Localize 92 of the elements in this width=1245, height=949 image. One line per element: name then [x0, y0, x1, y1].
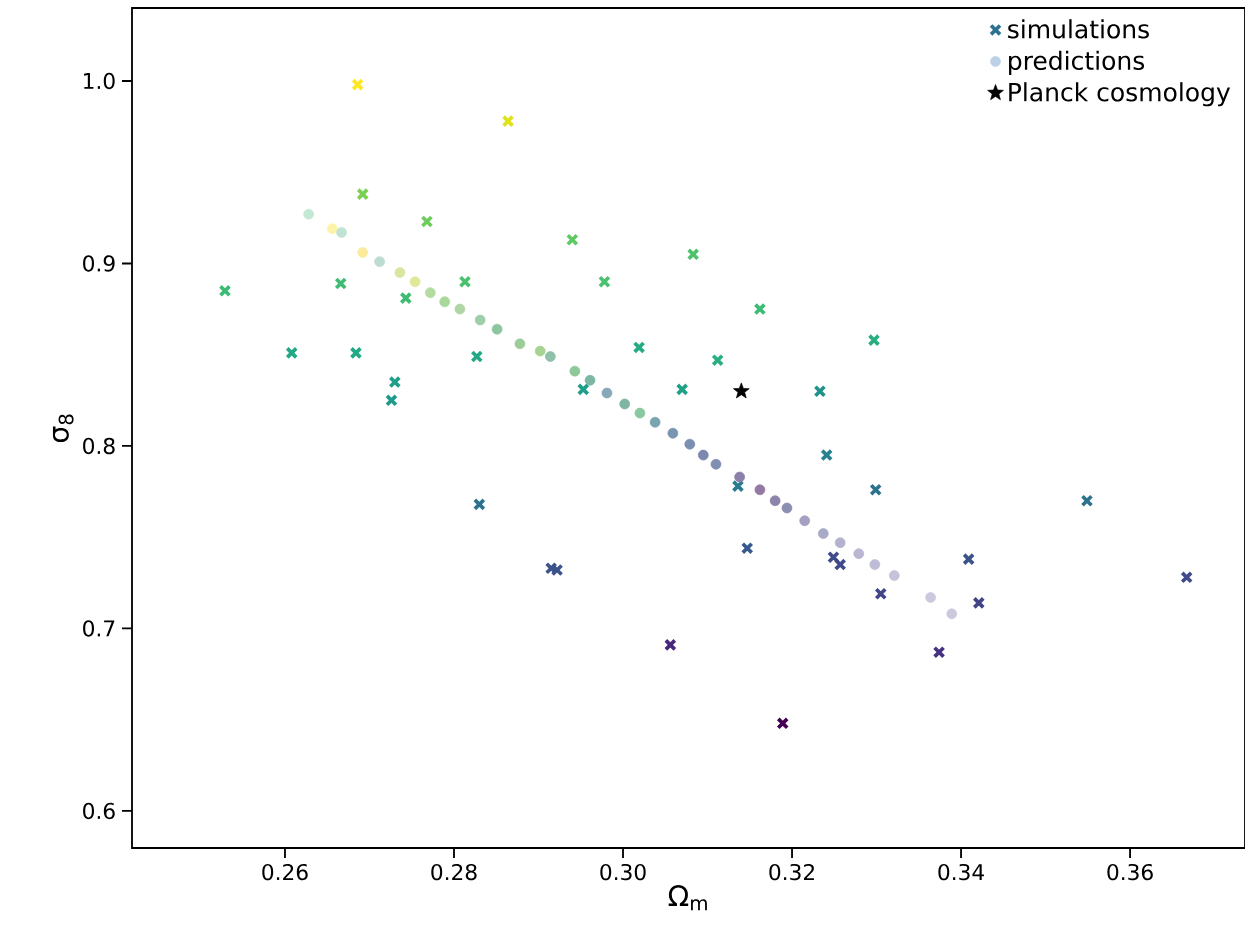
- point: [710, 458, 722, 470]
- point: [776, 717, 790, 730]
- x-tick-label: 0.32: [769, 863, 814, 881]
- point: [454, 303, 466, 315]
- point: [534, 345, 546, 357]
- point: [684, 438, 696, 450]
- point: [946, 608, 958, 620]
- point: [781, 502, 793, 514]
- point: [388, 375, 402, 389]
- point: [754, 484, 766, 496]
- point: [501, 114, 515, 128]
- point: [351, 78, 364, 91]
- point: [667, 427, 679, 439]
- point: [753, 302, 767, 316]
- point: [326, 223, 338, 235]
- point: [888, 570, 900, 581]
- point: [458, 275, 472, 289]
- y-tick-label: 0.6: [83, 802, 115, 820]
- point: [632, 341, 646, 354]
- point: [336, 227, 347, 238]
- x-tick-label: 0.34: [938, 863, 984, 881]
- point: [569, 365, 581, 377]
- point: [1180, 571, 1194, 584]
- point: [827, 550, 840, 564]
- legend-label: Planck cosmology: [1009, 82, 1231, 107]
- point: [424, 287, 436, 298]
- legend-label: predictions: [1009, 50, 1145, 75]
- point: [544, 351, 556, 362]
- point: [874, 587, 888, 601]
- y-tick-label: 0.8: [83, 437, 115, 455]
- point: [820, 448, 833, 462]
- point: [470, 350, 484, 363]
- point: [740, 541, 754, 555]
- point: [619, 398, 631, 410]
- point: [399, 291, 413, 305]
- point: [734, 471, 745, 483]
- point: [514, 338, 526, 350]
- point: [334, 277, 348, 290]
- x-tick-label: 0.36: [1107, 863, 1153, 881]
- point: [769, 495, 781, 507]
- point: [409, 276, 421, 288]
- point: [833, 558, 847, 571]
- point: [664, 638, 677, 652]
- point: [394, 267, 406, 278]
- point: [473, 498, 486, 511]
- point: [813, 384, 827, 398]
- point: [565, 233, 579, 247]
- point: [601, 387, 613, 399]
- point: [374, 256, 385, 267]
- x-tick-label: 0.30: [600, 863, 646, 881]
- point: [817, 528, 829, 539]
- x-axis-title: Ω$_{m}$: [668, 885, 707, 911]
- point: [357, 247, 369, 258]
- y-axis-title: σ$_{8}$: [52, 414, 74, 443]
- x-tick-label: 0.28: [431, 863, 477, 881]
- point: [799, 515, 811, 527]
- point: [869, 483, 883, 497]
- point: [598, 275, 611, 289]
- point: [356, 187, 370, 201]
- y-tick-label: 0.9: [83, 255, 115, 272]
- point: [925, 592, 936, 603]
- point: [711, 353, 724, 367]
- point: [962, 552, 975, 566]
- point: [576, 383, 590, 396]
- point: [675, 383, 689, 396]
- point: [584, 374, 596, 386]
- y-tick-label: 1.0: [84, 72, 115, 90]
- y-tick-label: 0.7: [83, 620, 115, 637]
- point: [932, 645, 946, 659]
- legend-label: simulations: [1008, 19, 1149, 39]
- point: [420, 215, 434, 228]
- point: [733, 382, 750, 399]
- point: [867, 333, 881, 347]
- point: [834, 537, 846, 549]
- point: [474, 314, 486, 326]
- point: [349, 346, 363, 360]
- point: [1080, 494, 1094, 508]
- point: [385, 394, 398, 407]
- point: [686, 248, 700, 261]
- point: [218, 284, 232, 298]
- point: [491, 323, 503, 335]
- point: [439, 296, 451, 308]
- point: [285, 346, 299, 360]
- point: [731, 479, 745, 493]
- point: [972, 596, 986, 610]
- point: [869, 559, 881, 570]
- point: [649, 416, 661, 428]
- point: [303, 208, 314, 220]
- point: [853, 548, 865, 559]
- point: [697, 449, 709, 461]
- x-tick-label: 0.26: [262, 863, 308, 881]
- point: [634, 407, 646, 419]
